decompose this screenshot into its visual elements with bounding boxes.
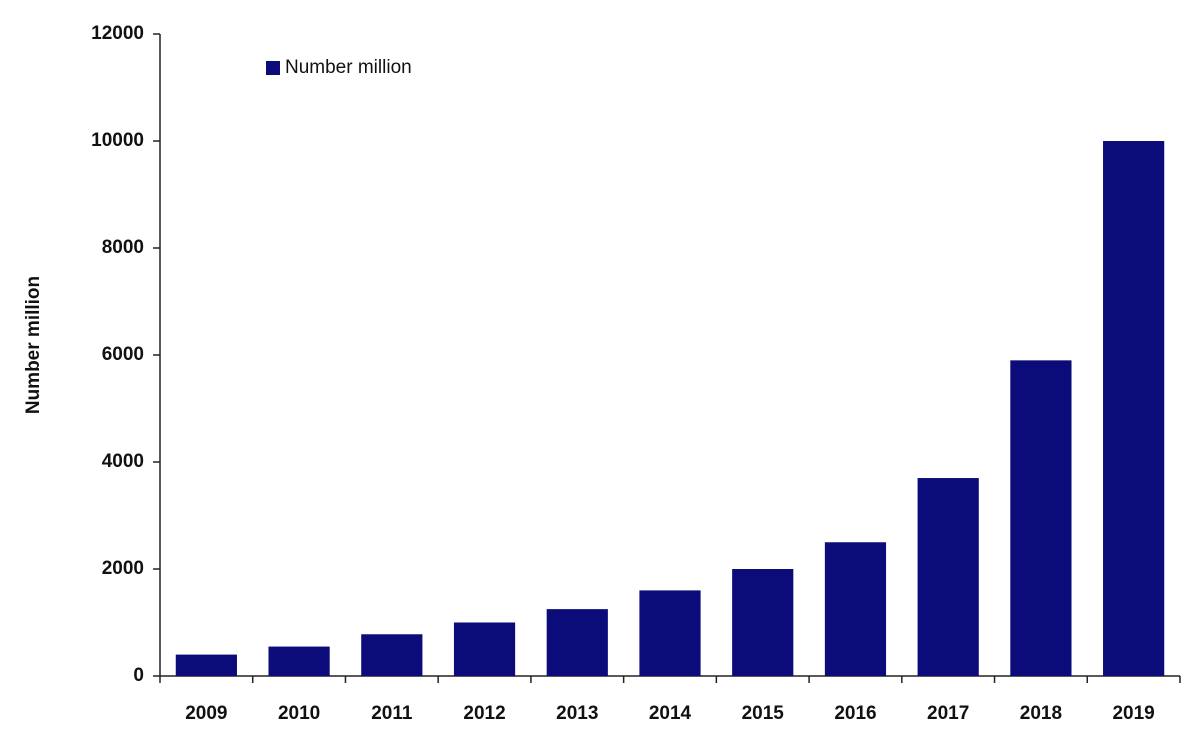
- y-tick-label: 0: [133, 665, 144, 686]
- x-tick-label: 2009: [185, 703, 227, 724]
- bar: [361, 634, 423, 676]
- y-axis-label: Number million: [23, 276, 44, 414]
- bar: [824, 542, 887, 676]
- bar: [639, 590, 701, 676]
- x-tick-label: 2011: [371, 703, 413, 724]
- x-tick-label: 2012: [463, 703, 505, 724]
- bar: [1103, 141, 1165, 676]
- bar: [732, 569, 794, 676]
- y-tick-label: 8000: [102, 237, 144, 258]
- x-tick-label: 2010: [278, 703, 320, 724]
- bar: [268, 646, 330, 676]
- x-tick-label: 2017: [927, 703, 969, 724]
- bar: [546, 609, 608, 676]
- x-tick-label: 2013: [556, 703, 598, 724]
- x-tick-label: 2016: [834, 703, 876, 724]
- x-tick-label: 2015: [742, 703, 785, 724]
- y-tick-label: 4000: [102, 451, 144, 472]
- y-tick-label: 2000: [102, 558, 144, 579]
- legend-label: Number million: [285, 57, 412, 78]
- bar: [917, 478, 979, 676]
- y-tick-label: 6000: [102, 344, 144, 365]
- bar: [175, 654, 237, 676]
- legend-swatch: [266, 61, 280, 75]
- x-tick-label: 2014: [649, 703, 692, 724]
- bar: [1010, 360, 1072, 676]
- bar: [453, 622, 516, 676]
- x-tick-label: 2019: [1112, 703, 1154, 724]
- y-tick-label: 12000: [91, 23, 144, 44]
- y-tick-label: 10000: [91, 130, 144, 151]
- x-tick-label: 2018: [1020, 703, 1062, 724]
